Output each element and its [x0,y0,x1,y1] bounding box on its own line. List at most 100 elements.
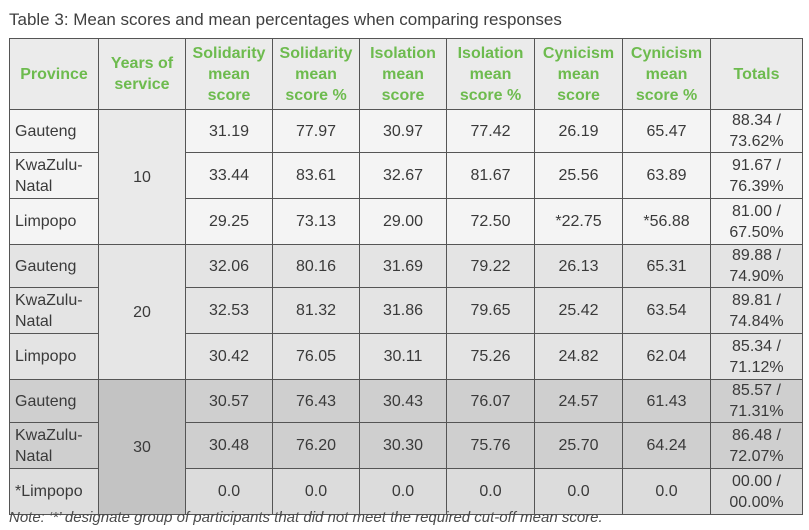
solidarity-pct-cell: 76.20 [272,422,360,469]
solidarity-pct-cell: 76.05 [272,333,360,380]
cynicism-pct-cell: 64.24 [622,422,711,469]
total-score: 89.88 / [732,247,781,264]
table-row: KwaZulu-Natal 32.53 81.32 31.86 79.65 25… [9,287,803,334]
total-score: 81.00 / [732,202,781,220]
cynicism-mean-cell: 24.57 [534,379,623,423]
cynicism-mean-cell: 25.70 [534,422,623,469]
solidarity-mean-cell: 30.57 [185,379,273,423]
totals-cell: 85.34 / 71.12% [710,333,803,380]
cynicism-pct-cell: 0.0 [622,468,711,515]
table-row: *Limpopo 0.0 0.0 0.0 0.0 0.0 0.0 00.00 /… [9,468,803,515]
province-cell: *Limpopo [9,468,99,515]
cynicism-pct-cell: 61.43 [622,379,711,423]
solidarity-mean-cell: 32.06 [185,244,273,288]
total-percent: 74.84% [729,312,784,330]
solidarity-mean-cell: 31.19 [185,109,273,153]
total-score: 85.57 / [732,382,781,399]
isolation-mean-cell: 30.30 [359,422,447,469]
total-percent: 72.07% [729,447,784,465]
cynicism-mean-cell: 25.42 [534,287,623,334]
total-percent: 67.50% [729,223,784,241]
cynicism-mean-cell: *22.75 [534,198,623,245]
totals-cell: 86.48 / 72.07% [710,422,803,469]
solidarity-mean-cell: 30.42 [185,333,273,380]
table-row: KwaZulu-Natal 30.48 76.20 30.30 75.76 25… [9,422,803,469]
table-row: Limpopo 30.42 76.05 30.11 75.26 24.82 62… [9,333,803,380]
province-cell: Limpopo [9,198,99,245]
table-title: Table 3: Mean scores and mean percentage… [9,10,562,29]
total-score: 89.81 / [732,291,781,309]
isolation-mean-cell: 30.97 [359,109,447,153]
solidarity-mean-cell: 30.48 [185,422,273,469]
table-row: Gauteng 30 30.57 76.43 30.43 76.07 24.57… [9,379,803,515]
header-cynicism-pct: Cynicism mean score % [622,38,711,110]
solidarity-pct-cell: 77.97 [272,109,360,153]
isolation-pct-cell: 76.07 [446,379,535,423]
solidarity-mean-cell: 29.25 [185,198,273,245]
years-cell: 10 [98,109,186,245]
solidarity-pct-cell: 73.13 [272,198,360,245]
total-percent: 71.31% [729,403,784,420]
totals-cell: 91.67 / 76.39% [710,152,803,199]
total-score: 86.48 / [732,426,781,444]
total-percent: 00.00% [729,493,784,511]
isolation-pct-cell: 77.42 [446,109,535,153]
group-20-years: Gauteng 20 32.06 80.16 31.69 79.22 26.13… [9,244,803,380]
isolation-mean-cell: 31.69 [359,244,447,288]
solidarity-mean-cell: 0.0 [185,468,273,515]
cynicism-mean-cell: 25.56 [534,152,623,199]
header-solidarity-mean: Solidarity mean score [185,38,273,110]
isolation-mean-cell: 0.0 [359,468,447,515]
isolation-pct-cell: 81.67 [446,152,535,199]
totals-cell: 89.81 / 74.84% [710,287,803,334]
province-cell: KwaZulu-Natal [9,152,99,199]
total-percent: 71.12% [729,358,784,376]
isolation-pct-cell: 79.22 [446,244,535,288]
header-solidarity-pct: Solidarity mean score % [272,38,360,110]
province-cell: KwaZulu-Natal [9,287,99,334]
cynicism-pct-cell: 65.31 [622,244,711,288]
total-score: 85.34 / [732,337,781,355]
header-isolation-mean: Isolation mean score [359,38,447,110]
solidarity-mean-cell: 33.44 [185,152,273,199]
cynicism-pct-cell: 63.54 [622,287,711,334]
solidarity-pct-cell: 81.32 [272,287,360,334]
province-cell: Gauteng [9,244,99,288]
totals-cell: 88.34 / 73.62% [710,109,803,153]
province-cell: Limpopo [9,333,99,380]
totals-cell: 81.00 / 67.50% [710,198,803,245]
header-isolation-pct: Isolation mean score % [446,38,535,110]
years-cell: 30 [98,379,186,515]
group-30-years: Gauteng 30 30.57 76.43 30.43 76.07 24.57… [9,379,803,515]
totals-cell: 89.88 / 74.90% [710,244,803,288]
totals-cell: 85.57 / 71.31% [710,379,803,423]
cynicism-mean-cell: 26.19 [534,109,623,153]
cynicism-pct-cell: 62.04 [622,333,711,380]
table-note: Note: ‘*’ designate group of participant… [9,509,603,526]
total-score: 91.67 / [732,156,781,174]
cynicism-mean-cell: 26.13 [534,244,623,288]
solidarity-pct-cell: 76.43 [272,379,360,423]
province-cell: Gauteng [9,109,99,153]
isolation-pct-cell: 79.65 [446,287,535,334]
total-percent: 74.90% [729,268,784,285]
isolation-pct-cell: 75.26 [446,333,535,380]
years-cell: 20 [98,244,186,380]
group-10-years: Gauteng 10 31.19 77.97 30.97 77.42 26.19… [9,109,803,245]
results-table: Province Years of service Solidarity mea… [9,38,803,515]
table-row: Gauteng 20 32.06 80.16 31.69 79.22 26.13… [9,244,803,380]
isolation-mean-cell: 29.00 [359,198,447,245]
header-totals: Totals [710,38,803,110]
table-row: KwaZulu-Natal 33.44 83.61 32.67 81.67 25… [9,152,803,199]
cynicism-pct-cell: 63.89 [622,152,711,199]
table-row: Limpopo 29.25 73.13 29.00 72.50 *22.75 *… [9,198,803,245]
isolation-mean-cell: 31.86 [359,287,447,334]
totals-cell: 00.00 / 00.00% [710,468,803,515]
table-row: Gauteng 10 31.19 77.97 30.97 77.42 26.19… [9,109,803,245]
province-cell: KwaZulu-Natal [9,422,99,469]
header-years: Years of service [98,38,186,110]
total-score: 00.00 / [732,472,781,490]
cynicism-pct-cell: 65.47 [622,109,711,153]
header-province: Province [9,38,99,110]
header-cynicism-mean: Cynicism mean score [534,38,623,110]
